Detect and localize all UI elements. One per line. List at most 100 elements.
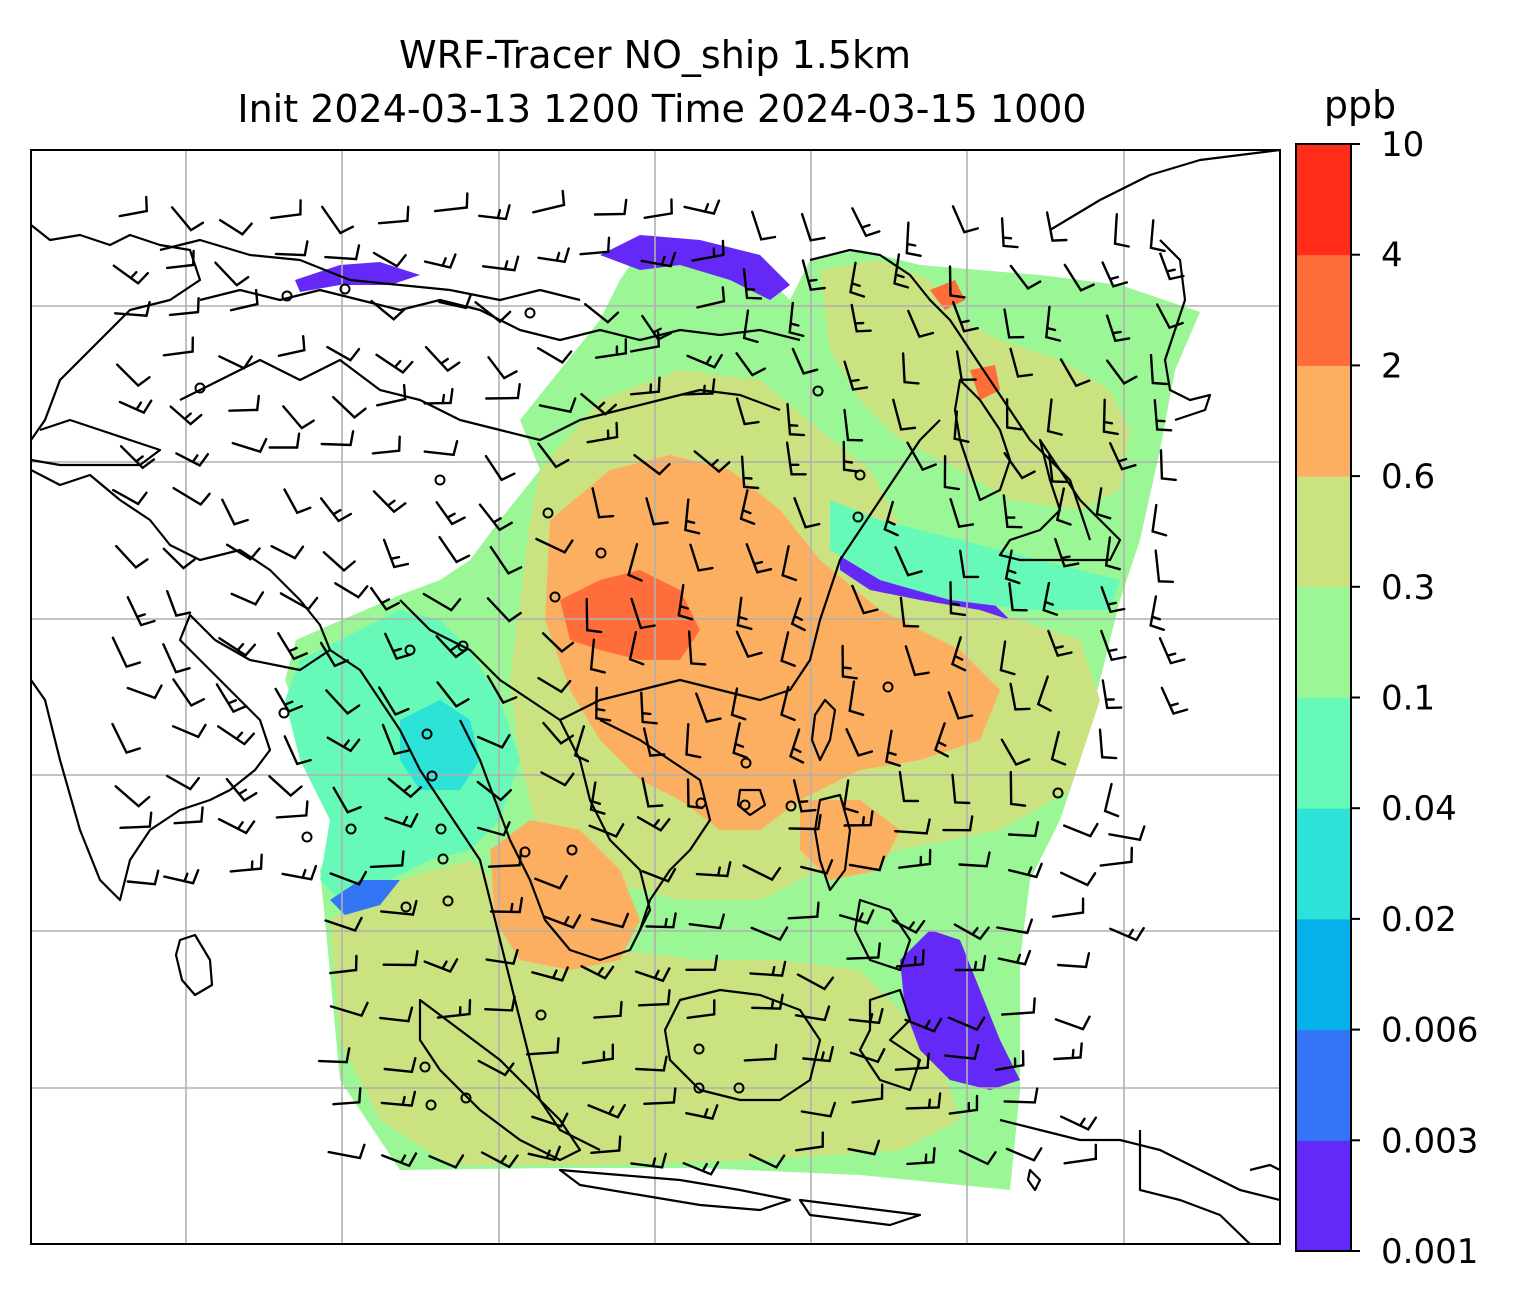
wind-barb <box>1054 537 1080 568</box>
calm-wind-marker <box>345 823 357 835</box>
calm-wind-marker <box>301 831 313 843</box>
colorbar-swatch-7 <box>1296 476 1351 588</box>
wind-barb <box>792 779 817 813</box>
wind-barb <box>693 450 731 474</box>
wind-barb <box>695 692 722 723</box>
wind-barb <box>115 544 149 569</box>
wind-barb <box>282 405 315 430</box>
wind-barb <box>369 850 405 869</box>
wind-barb <box>590 912 630 929</box>
wind-barb <box>384 632 412 661</box>
wind-barb <box>162 336 194 357</box>
wind-barb <box>780 685 796 722</box>
wind-barb <box>630 597 656 630</box>
colorbar: ppb 0.001 0.003 0.006 0.02 0.04 0.1 0.3 0.6 2 4 10 <box>1295 83 1478 1272</box>
calm-wind-marker <box>739 799 751 811</box>
wind-barb <box>796 973 835 991</box>
coastline-sumatra <box>418 998 582 1162</box>
wind-barb <box>112 488 148 506</box>
coastline-myanmar-thailand <box>399 599 652 962</box>
wind-barb <box>477 821 511 837</box>
field-region-aqua-japan-band <box>830 500 1120 610</box>
wind-barb <box>332 1087 362 1106</box>
wind-barb <box>573 725 590 763</box>
wind-barb <box>1149 219 1166 253</box>
wind-barb <box>168 297 200 317</box>
wind-barb <box>683 199 721 216</box>
wind-barb <box>317 1047 351 1064</box>
wind-barb <box>165 774 200 791</box>
wind-barb <box>332 395 367 419</box>
wind-barb <box>489 546 523 575</box>
wind-barb <box>1000 217 1019 249</box>
map-panel <box>31 150 1280 1244</box>
wind-barb <box>163 869 200 885</box>
calm-wind-marker <box>785 800 797 812</box>
wind-barb <box>476 734 511 749</box>
wind-barb <box>536 346 573 364</box>
wind-barb <box>118 399 153 415</box>
wind-barb <box>686 999 716 1019</box>
wind-barb <box>748 1153 786 1169</box>
calm-wind-marker <box>882 681 894 693</box>
wind-barb <box>327 1143 366 1160</box>
colorbar-tick-label: 4 <box>1381 236 1403 276</box>
wind-barb <box>474 301 512 324</box>
wind-barb <box>1055 487 1072 526</box>
wind-barb <box>594 338 627 359</box>
wind-barb <box>1151 503 1168 537</box>
wind-barb <box>542 914 582 929</box>
wind-barb <box>885 729 901 767</box>
wind-barb <box>423 958 459 973</box>
wind-barb <box>438 293 472 310</box>
wind-barb <box>899 596 920 628</box>
calm-wind-marker <box>595 547 607 559</box>
colorbar-swatch-8 <box>1296 365 1351 477</box>
calm-wind-marker <box>852 511 864 523</box>
wind-barb <box>904 645 930 677</box>
wind-barb <box>480 1151 519 1169</box>
colorbar-tick-label: 0.02 <box>1381 900 1457 940</box>
wind-barb <box>948 1094 979 1115</box>
wind-barb <box>1160 686 1189 715</box>
wind-barb <box>324 244 361 261</box>
wind-barb <box>541 632 575 653</box>
calm-wind-marker <box>740 757 752 769</box>
colorbar-tick-label: 0.3 <box>1381 568 1435 608</box>
coastline-northern-border <box>159 238 581 302</box>
wind-barb <box>279 592 319 611</box>
wind-barb <box>277 335 306 357</box>
wind-barb <box>537 247 570 264</box>
colorbar-swatch-2 <box>1296 1029 1351 1141</box>
wind-barb <box>952 301 979 333</box>
wind-barb <box>1009 682 1031 711</box>
wind-barb <box>948 265 966 299</box>
wind-barb <box>423 440 459 457</box>
wind-barb <box>214 261 250 287</box>
calm-wind-marker <box>437 853 449 865</box>
wind-barb <box>423 253 457 269</box>
wind-barb <box>1156 303 1184 330</box>
wind-barb <box>688 913 725 930</box>
wind-barb <box>586 421 619 444</box>
wind-barb <box>958 851 991 868</box>
coastline-halmahera <box>1026 1168 1042 1192</box>
wind-barb <box>1003 452 1036 480</box>
wind-barb <box>1050 730 1067 766</box>
wind-barb <box>780 631 796 667</box>
wind-barb <box>891 919 926 935</box>
wind-barb <box>949 498 975 528</box>
wind-barb <box>800 859 834 875</box>
colorbar-tick-label: 0.006 <box>1381 1011 1478 1051</box>
wind-barb <box>1103 782 1120 818</box>
wind-barb <box>895 949 925 968</box>
colorbar-swatch-6 <box>1296 586 1351 698</box>
wind-barb <box>641 777 664 808</box>
wind-barb <box>424 345 461 373</box>
wind-barb <box>947 1016 986 1032</box>
wind-barb <box>329 954 358 975</box>
wind-barb <box>955 350 977 382</box>
wind-barb <box>532 189 566 214</box>
wind-barb <box>954 954 987 972</box>
